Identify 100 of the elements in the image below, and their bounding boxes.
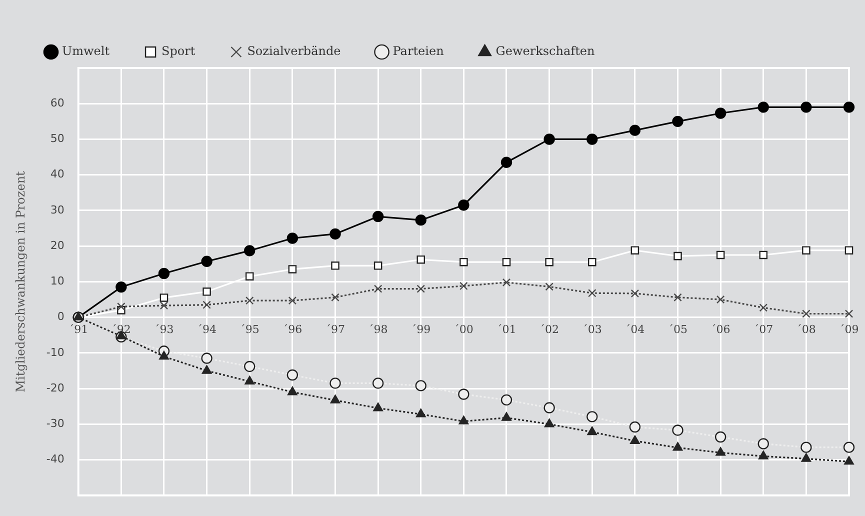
point xyxy=(245,272,254,280)
y-tick-label: 40 xyxy=(50,168,64,181)
point xyxy=(373,402,383,412)
point xyxy=(545,282,554,291)
point xyxy=(629,421,641,433)
point xyxy=(802,310,810,318)
point xyxy=(458,200,470,211)
point xyxy=(544,418,554,428)
point xyxy=(500,394,512,406)
point xyxy=(629,124,641,136)
point xyxy=(460,282,468,290)
point xyxy=(630,289,640,298)
point xyxy=(544,134,555,145)
point xyxy=(374,262,382,270)
point xyxy=(202,300,211,309)
point xyxy=(331,293,340,302)
point xyxy=(544,402,555,414)
point xyxy=(458,388,470,400)
legend-label: Parteien xyxy=(392,44,444,58)
point xyxy=(372,210,384,222)
point xyxy=(245,296,254,305)
point xyxy=(716,295,725,304)
point xyxy=(288,386,298,396)
point xyxy=(588,258,596,266)
y-tick-label: -20 xyxy=(46,381,64,394)
x-tick-label: ´06 xyxy=(710,322,730,336)
point xyxy=(716,250,725,260)
point xyxy=(844,456,854,465)
point xyxy=(800,102,812,113)
point xyxy=(802,246,810,254)
x-tick-label: ´96 xyxy=(282,322,302,336)
point xyxy=(372,378,384,389)
point xyxy=(116,281,127,293)
x-tick-label: ´95 xyxy=(240,322,260,336)
point xyxy=(586,411,598,422)
point xyxy=(244,360,256,372)
point xyxy=(672,424,684,436)
point xyxy=(288,265,297,274)
point xyxy=(160,294,168,302)
x-tick-label: ´02 xyxy=(540,322,560,336)
point xyxy=(502,412,512,421)
x-tick-label: ´91 xyxy=(68,322,88,336)
point xyxy=(758,102,769,113)
x-tick-label: ´05 xyxy=(668,322,688,336)
point xyxy=(500,156,512,168)
y-tick-label: 0 xyxy=(57,310,64,324)
point xyxy=(759,250,768,260)
point xyxy=(502,278,511,287)
point xyxy=(586,134,598,145)
y-tick-label: 30 xyxy=(50,203,64,216)
point xyxy=(374,284,382,293)
y-tick-label: -30 xyxy=(46,417,64,430)
point xyxy=(160,301,168,310)
y-tick-label: 20 xyxy=(50,238,64,252)
point xyxy=(244,376,255,385)
x-tick-label: ´01 xyxy=(496,322,516,336)
point xyxy=(117,302,126,311)
x-tick-label: ´09 xyxy=(839,322,859,336)
point xyxy=(288,296,297,305)
legend-label: Gewerkschaften xyxy=(496,44,595,58)
point xyxy=(843,102,855,113)
x-tick-label: ´08 xyxy=(796,322,816,336)
legend-label: Sozialverbände xyxy=(247,44,341,58)
point xyxy=(844,246,854,254)
point xyxy=(716,447,726,456)
point xyxy=(674,293,682,302)
point xyxy=(202,365,212,374)
point xyxy=(758,438,769,450)
point xyxy=(672,116,684,128)
y-tick-label: -40 xyxy=(46,452,64,466)
point xyxy=(331,262,340,270)
x-tick-label: ´98 xyxy=(368,322,388,336)
point xyxy=(416,408,426,418)
point xyxy=(201,256,212,267)
point xyxy=(286,232,298,244)
point xyxy=(801,453,812,462)
point xyxy=(758,450,768,460)
point xyxy=(545,258,554,266)
point xyxy=(844,310,854,318)
point xyxy=(416,255,426,264)
point xyxy=(587,426,598,436)
x-tick-label: ´03 xyxy=(582,322,602,336)
point xyxy=(330,394,340,404)
y-tick-label: -10 xyxy=(46,346,64,359)
point xyxy=(759,304,768,312)
x-tick-label: ´04 xyxy=(625,322,645,336)
point xyxy=(415,214,426,226)
point xyxy=(460,258,468,266)
x-tick-label: ´99 xyxy=(411,322,431,336)
x-tick-label: ´00 xyxy=(454,322,474,336)
point xyxy=(416,284,426,293)
y-axis-title: Mitgliederschwankungen in Prozent xyxy=(13,170,28,392)
point xyxy=(158,268,170,280)
x-tick-label: ´94 xyxy=(197,322,217,336)
point xyxy=(330,378,341,389)
point xyxy=(672,442,683,451)
point xyxy=(458,416,469,424)
y-tick-label: 10 xyxy=(50,274,64,288)
point xyxy=(330,228,341,240)
point xyxy=(286,369,298,381)
